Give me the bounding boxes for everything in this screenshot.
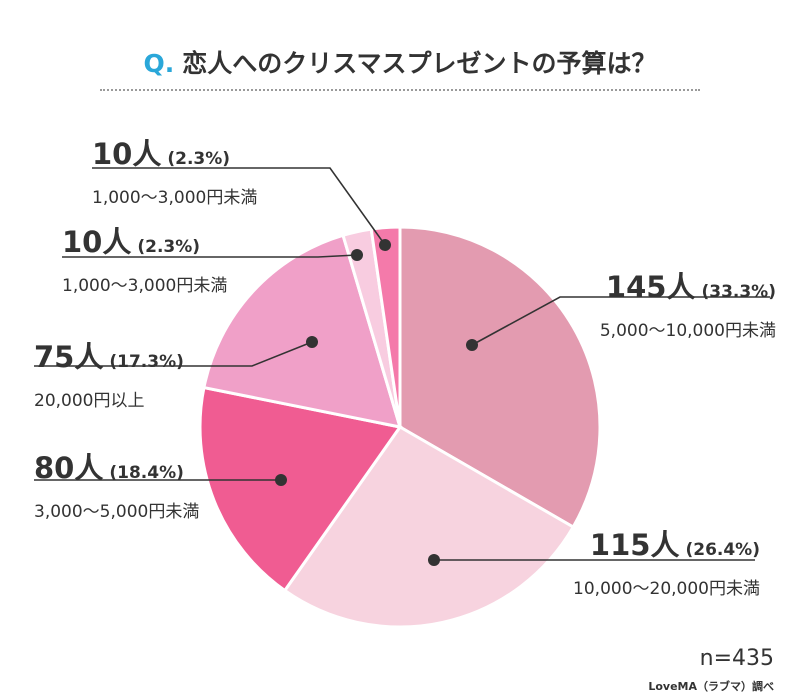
range-label-4: 1,000〜3,000円未満 [62,276,228,296]
pct-label-1: (26.4%) [685,540,760,560]
chart-title: Q. 恋人へのクリスマスプレゼントの予算は？ [0,44,800,80]
leader-line-5 [92,167,386,246]
leader-dot-3 [306,336,318,348]
pct-label-2: (18.4%) [109,463,184,483]
label-slice-2: 80人 (18.4%) 3,000〜5,000円未満 [34,445,199,522]
leader-dot-4 [351,249,363,261]
leader-dot-0 [466,339,478,351]
pct-label-3: (17.3%) [109,352,184,372]
count-label-1: 115人 [589,528,680,562]
leader-line-4 [62,254,358,258]
range-label-2: 3,000〜5,000円未満 [34,502,200,522]
label-slice-0: 145人 (33.3%) 5,000〜10,000円未満 [600,264,776,341]
label-slice-3: 75人 (17.3%) 20,000円以上 [34,334,184,411]
sample-size: n=435 [699,646,774,671]
leader-line-3 [34,341,313,367]
label-slice-4: 10人 (2.3%) 1,000〜3,000円未満 [62,219,227,296]
count-label-4: 10人 [62,225,132,259]
count-label-3: 75人 [34,340,104,374]
leader-dot-1 [428,554,440,566]
range-label-1: 10,000〜20,000円未満 [573,579,760,599]
title-divider [100,89,700,91]
pie-slice-3 [202,233,403,429]
count-label-0: 145人 [605,270,696,304]
pie-slice-5 [369,225,402,428]
label-slice-5: 10人 (2.3%) 1,000〜3,000円未満 [92,131,257,208]
count-label-5: 10人 [92,137,162,171]
leader-dot-2 [275,474,287,486]
range-label-3: 20,000円以上 [34,391,145,411]
range-label-0: 5,000〜10,000円未満 [599,321,776,341]
leader-line-0 [471,296,770,346]
leader-dot-5 [379,239,391,251]
pct-label-4: (2.3%) [137,237,201,257]
pct-label-5: (2.3%) [167,149,231,169]
count-label-2: 80人 [34,451,104,485]
question-text: 恋人へのクリスマスプレゼントの予算は？ [182,49,657,78]
pie-slice-2 [198,385,403,593]
range-label-5: 1,000〜3,000円未満 [92,188,258,208]
question-mark-prefix: Q. [143,49,175,78]
label-slice-1: 115人 (26.4%) 10,000〜20,000円未満 [573,522,760,599]
pct-label-0: (33.3%) [701,282,776,302]
source-credit: LoveMA（ラブマ）調べ [648,680,774,693]
